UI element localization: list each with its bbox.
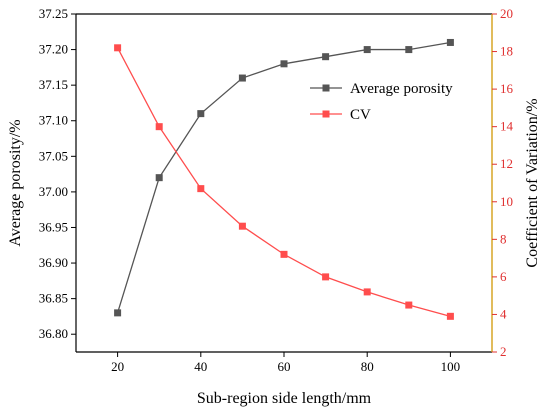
series-average-porosity [114, 38, 454, 317]
left-y-tick-label: 37.25 [39, 6, 68, 21]
data-point [238, 222, 246, 230]
right-y-tick-label: 12 [500, 156, 513, 171]
legend-label: Average porosity [350, 81, 453, 97]
data-point [280, 250, 288, 258]
right-y-tick-label: 20 [500, 6, 513, 21]
data-point [363, 288, 371, 296]
left-y-axis-title: Average porosity/% [7, 119, 24, 246]
legend-label: CV [350, 107, 371, 123]
data-point [446, 312, 454, 320]
data-point [155, 174, 163, 182]
left-y-tick-label: 37.00 [39, 184, 68, 199]
right-y-tick-label: 10 [500, 194, 513, 209]
left-y-tick-label: 36.95 [39, 219, 68, 234]
right-y-tick-label: 16 [500, 81, 514, 96]
x-tick-label: 80 [361, 359, 374, 374]
data-point [155, 123, 163, 131]
data-point [446, 38, 454, 46]
left-y-tick-label: 36.85 [39, 291, 68, 306]
right-y-tick-label: 6 [500, 269, 507, 284]
data-point [363, 46, 371, 54]
data-point [197, 185, 205, 193]
axes-layer: 20 40 60 80 100 36.80 36.85 36.90 36.95 37.00 37.0… [39, 6, 514, 374]
left-y-tick-label: 37.20 [39, 42, 68, 57]
legend: Average porosity CV [310, 81, 453, 123]
data-point [114, 309, 122, 317]
series-layer [114, 38, 454, 320]
data-point [322, 53, 330, 61]
right-y-axis-title: Coefficient of Variation/% [524, 98, 541, 267]
left-y-tick-label: 36.90 [39, 255, 68, 270]
right-y-tick-label: 8 [500, 231, 507, 246]
right-y-tick-label: 4 [500, 306, 507, 321]
data-point [280, 60, 288, 68]
x-tick-label: 40 [194, 359, 207, 374]
left-y-tick-label: 36.80 [39, 326, 68, 341]
left-y-tick-label: 37.15 [39, 77, 68, 92]
series-cv [114, 44, 454, 320]
data-point [405, 46, 413, 54]
legend-marker [322, 84, 330, 92]
data-point [405, 301, 413, 309]
x-tick-label: 20 [111, 359, 124, 374]
data-point [197, 110, 205, 118]
right-y-tick-label: 14 [500, 119, 514, 134]
right-y-tick-label: 2 [500, 344, 507, 359]
data-point [322, 273, 330, 281]
x-axis-title: Sub-region side length/mm [197, 390, 372, 407]
data-point [238, 74, 246, 82]
right-y-tick-label: 18 [500, 44, 513, 59]
x-tick-label: 100 [441, 359, 461, 374]
left-y-tick-label: 37.05 [39, 148, 68, 163]
left-y-tick-label: 37.10 [39, 113, 68, 128]
data-point [114, 44, 122, 52]
legend-marker [322, 110, 330, 118]
x-tick-label: 60 [278, 359, 291, 374]
